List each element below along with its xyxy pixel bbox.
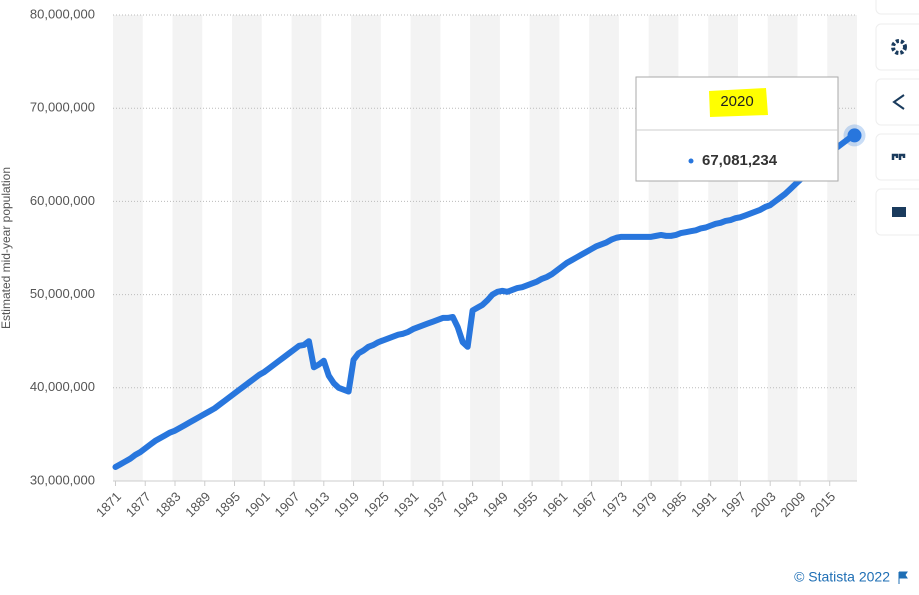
band (351, 15, 381, 481)
x-tick-label: 1871 (93, 489, 124, 520)
x-tick-label: 1901 (242, 489, 273, 520)
y-tick-label: 50,000,000 (30, 286, 95, 301)
share-button[interactable] (875, 78, 919, 126)
band (529, 15, 560, 481)
x-tick-label: 1949 (480, 489, 511, 520)
settings-icon (891, 39, 907, 55)
x-tick-label: 1883 (152, 489, 183, 520)
y-tick-label: 60,000,000 (30, 193, 95, 208)
y-tick-label: 40,000,000 (30, 379, 95, 394)
band (113, 15, 143, 481)
tooltip: 2020 67,081,234 (635, 76, 839, 182)
x-tick-label: 2015 (807, 489, 838, 520)
x-tick-label: 1895 (212, 489, 243, 520)
band (172, 15, 203, 481)
band (470, 15, 500, 481)
x-tick-label: 1967 (569, 489, 600, 520)
flag-icon[interactable] (898, 571, 908, 584)
toolbar (875, 0, 919, 236)
y-tick-label: 30,000,000 (30, 472, 95, 487)
x-tick-label: 1955 (510, 489, 541, 520)
print-icon (892, 207, 906, 217)
share-icon (892, 94, 905, 110)
y-tick-label: 70,000,000 (30, 100, 95, 115)
tooltip-value: 67,081,234 (702, 152, 778, 169)
settings-button[interactable] (875, 23, 919, 71)
x-tick-label: 1973 (599, 489, 630, 520)
x-tick-label: 1943 (450, 489, 481, 520)
x-tick-label: 1913 (301, 489, 332, 520)
x-tick-label: 1925 (361, 489, 392, 520)
y-axis-label: Estimated mid-year population (0, 167, 13, 329)
x-tick-label: 1961 (539, 489, 570, 520)
credit[interactable]: © Statista 2022 (794, 569, 890, 585)
tool-button[interactable] (875, 0, 919, 15)
band (232, 15, 262, 481)
x-tick-label: 1931 (391, 489, 422, 520)
marks (112, 124, 866, 471)
x-tick-label: 1937 (420, 489, 451, 520)
tooltip-dot (688, 158, 694, 164)
band (410, 15, 441, 481)
x-tick-label: 1877 (123, 489, 154, 520)
point (847, 128, 862, 143)
band (291, 15, 322, 481)
x-tick-label: 1991 (688, 489, 719, 520)
x-tick-label: 1907 (272, 489, 303, 520)
x-tick-label: 1985 (658, 489, 689, 520)
x-tick-label: 1997 (718, 489, 749, 520)
y-tick-label: 80,000,000 (30, 6, 95, 21)
line (112, 132, 858, 471)
x-tick-label: 2003 (748, 489, 779, 520)
x-tick-label: 2009 (777, 489, 808, 520)
x-tick-label: 1979 (629, 489, 660, 520)
highlight (709, 88, 768, 117)
cite-icon (891, 153, 906, 160)
x-tick-label: 1919 (331, 489, 362, 520)
x-tick-label: 1889 (182, 489, 213, 520)
tooltip-title: 2020 (720, 93, 753, 110)
